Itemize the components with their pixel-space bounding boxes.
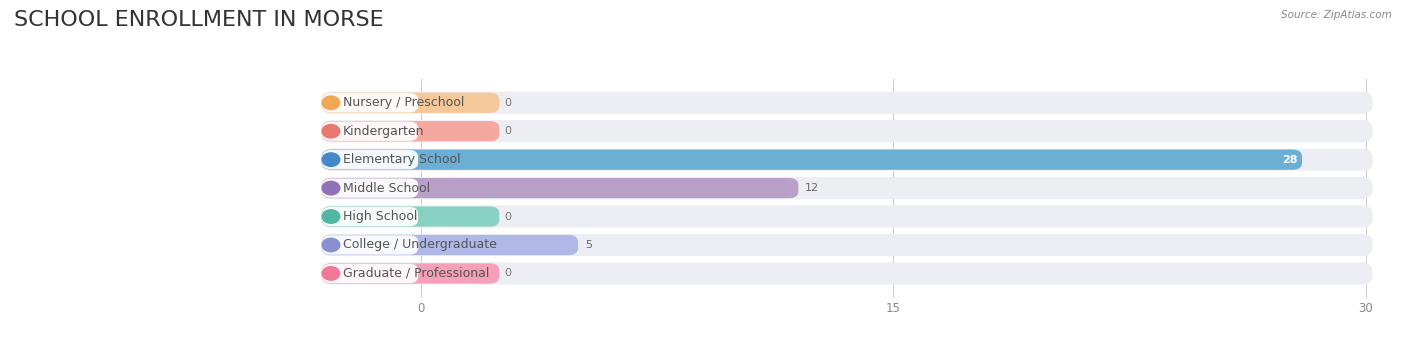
Text: Graduate / Professional: Graduate / Professional — [343, 267, 489, 280]
Text: Elementary School: Elementary School — [343, 153, 460, 166]
FancyBboxPatch shape — [322, 121, 499, 141]
Text: 0: 0 — [505, 98, 512, 108]
FancyBboxPatch shape — [322, 235, 578, 255]
FancyBboxPatch shape — [321, 262, 1372, 285]
Text: 0: 0 — [505, 268, 512, 278]
FancyBboxPatch shape — [322, 121, 418, 141]
FancyBboxPatch shape — [322, 93, 418, 113]
Circle shape — [322, 238, 340, 252]
Text: Middle School: Middle School — [343, 182, 430, 195]
FancyBboxPatch shape — [321, 206, 1372, 228]
Text: Nursery / Preschool: Nursery / Preschool — [343, 96, 464, 109]
FancyBboxPatch shape — [322, 179, 418, 198]
Text: 5: 5 — [585, 240, 592, 250]
FancyBboxPatch shape — [321, 234, 1372, 256]
FancyBboxPatch shape — [321, 177, 1372, 199]
FancyBboxPatch shape — [322, 150, 418, 169]
Text: 12: 12 — [806, 183, 820, 193]
Text: College / Undergraduate: College / Undergraduate — [343, 238, 496, 251]
Text: 28: 28 — [1282, 155, 1298, 165]
Circle shape — [322, 124, 340, 138]
FancyBboxPatch shape — [322, 149, 1302, 170]
FancyBboxPatch shape — [322, 263, 499, 284]
FancyBboxPatch shape — [321, 120, 1372, 142]
FancyBboxPatch shape — [322, 207, 418, 226]
FancyBboxPatch shape — [321, 92, 1372, 114]
FancyBboxPatch shape — [322, 93, 499, 113]
Circle shape — [322, 267, 340, 280]
Text: High School: High School — [343, 210, 418, 223]
Text: Source: ZipAtlas.com: Source: ZipAtlas.com — [1281, 10, 1392, 20]
FancyBboxPatch shape — [322, 178, 799, 198]
Text: 0: 0 — [505, 212, 512, 222]
Circle shape — [322, 210, 340, 223]
Text: SCHOOL ENROLLMENT IN MORSE: SCHOOL ENROLLMENT IN MORSE — [14, 10, 384, 30]
Circle shape — [322, 153, 340, 167]
Text: 0: 0 — [505, 126, 512, 136]
FancyBboxPatch shape — [322, 235, 418, 255]
FancyBboxPatch shape — [321, 148, 1372, 171]
Text: Kindergarten: Kindergarten — [343, 125, 425, 138]
FancyBboxPatch shape — [322, 264, 418, 283]
Circle shape — [322, 96, 340, 109]
Circle shape — [322, 181, 340, 195]
FancyBboxPatch shape — [322, 207, 499, 227]
